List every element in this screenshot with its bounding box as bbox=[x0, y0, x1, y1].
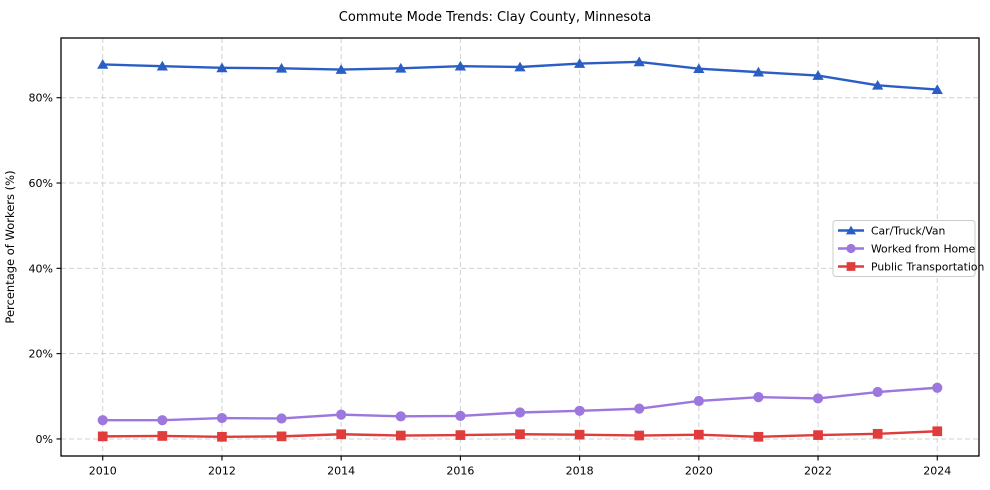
series-public-transportation bbox=[97, 426, 943, 442]
x-tick-label: 2020 bbox=[685, 465, 713, 478]
x-tick-label: 2016 bbox=[446, 465, 474, 478]
triangle-marker bbox=[514, 61, 526, 72]
square-marker bbox=[97, 431, 108, 442]
square-marker bbox=[455, 430, 466, 440]
triangle-marker bbox=[574, 58, 586, 68]
square-marker bbox=[395, 430, 406, 441]
circle-marker bbox=[514, 407, 526, 418]
square-marker bbox=[634, 430, 645, 441]
triangle-marker bbox=[812, 70, 824, 80]
square-marker bbox=[813, 430, 823, 440]
legend-label: Car/Truck/Van bbox=[871, 224, 945, 237]
square-marker bbox=[515, 429, 525, 440]
data-series bbox=[97, 56, 943, 442]
series-worked-from-home bbox=[97, 382, 943, 426]
triangle-marker bbox=[633, 56, 645, 67]
circle-marker bbox=[634, 403, 645, 414]
square-marker bbox=[336, 429, 347, 440]
triangle-marker bbox=[275, 62, 288, 73]
legend-label: Public Transportation bbox=[871, 260, 984, 273]
square-marker bbox=[217, 431, 227, 442]
y-axis-tick-labels: 0% 20% 40% 60% 80% bbox=[29, 92, 53, 446]
circle-marker bbox=[97, 415, 108, 426]
square-marker bbox=[574, 429, 585, 440]
chart-title: Commute Mode Trends: Clay County, Minnes… bbox=[339, 10, 651, 25]
square-marker bbox=[157, 431, 168, 441]
triangle-marker bbox=[872, 79, 884, 90]
square-marker bbox=[872, 428, 883, 439]
circle-marker bbox=[276, 413, 287, 424]
square-marker bbox=[276, 431, 287, 442]
x-tick-label: 2010 bbox=[89, 465, 117, 478]
circle-marker bbox=[395, 411, 406, 422]
legend-box bbox=[832, 220, 976, 277]
circle-marker bbox=[336, 409, 347, 420]
triangle-marker bbox=[931, 84, 943, 94]
plot-border bbox=[60, 37, 980, 457]
x-axis-tick-labels: 2010 2012 2014 2016 2018 2020 2022 2024 bbox=[89, 465, 952, 478]
legend-label: Worked from Home bbox=[871, 242, 976, 255]
triangle-marker bbox=[752, 66, 765, 77]
circle-marker bbox=[872, 386, 883, 398]
axis-ticks bbox=[56, 97, 938, 461]
triangle-marker bbox=[454, 60, 466, 71]
y-tick-label: 40% bbox=[29, 262, 53, 275]
square-marker bbox=[932, 426, 943, 437]
square-marker bbox=[753, 431, 764, 442]
triangle-marker bbox=[335, 64, 347, 74]
circle-marker bbox=[455, 410, 466, 422]
triangle-marker bbox=[395, 62, 407, 73]
y-tick-label: 80% bbox=[29, 92, 53, 105]
legend-entry: Public Transportation bbox=[838, 260, 984, 273]
circle-marker bbox=[932, 382, 943, 393]
y-tick-label: 60% bbox=[29, 177, 53, 190]
y-axis-label: Percentage of Workers (%) bbox=[3, 170, 17, 323]
circle-marker bbox=[157, 415, 168, 426]
series-car-truck-van bbox=[97, 56, 943, 94]
legend: Car/Truck/Van Worked from Home Public Tran… bbox=[832, 220, 984, 277]
square-marker bbox=[846, 262, 856, 271]
circle-marker bbox=[812, 393, 824, 404]
y-tick-label: 0% bbox=[36, 433, 53, 446]
x-tick-label: 2022 bbox=[804, 465, 832, 478]
square-marker bbox=[693, 429, 704, 440]
y-tick-label: 20% bbox=[29, 348, 53, 361]
triangle-marker bbox=[216, 62, 228, 73]
triangle-marker bbox=[845, 225, 857, 235]
legend-entry: Car/Truck/Van bbox=[838, 224, 945, 237]
x-tick-label: 2012 bbox=[208, 465, 236, 478]
legend-entry: Worked from Home bbox=[838, 242, 976, 255]
circle-marker bbox=[693, 395, 704, 407]
circle-marker bbox=[846, 243, 856, 254]
circle-marker bbox=[753, 392, 764, 403]
x-tick-label: 2018 bbox=[566, 465, 594, 478]
circle-marker bbox=[574, 405, 585, 416]
circle-marker bbox=[216, 412, 228, 424]
triangle-marker bbox=[156, 60, 168, 71]
triangle-marker bbox=[97, 59, 109, 69]
triangle-marker bbox=[693, 63, 705, 74]
x-tick-label: 2024 bbox=[923, 465, 951, 478]
x-tick-label: 2014 bbox=[327, 465, 355, 478]
